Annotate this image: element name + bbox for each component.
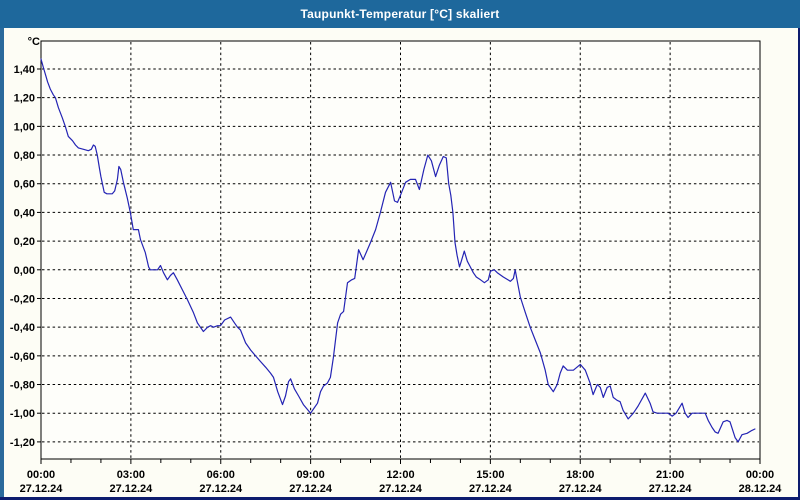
y-tick-label: 0,60 bbox=[14, 179, 35, 191]
x-tick-date-label: 27.12.24 bbox=[649, 483, 693, 495]
y-tick-label: 1,20 bbox=[14, 93, 35, 105]
x-tick-time-label: 18:00 bbox=[566, 469, 594, 481]
y-tick-label: -1,00 bbox=[10, 408, 35, 420]
x-tick-date-label: 27.12.24 bbox=[20, 483, 64, 495]
x-tick-date-label: 27.12.24 bbox=[199, 483, 243, 495]
y-tick-label: -0,60 bbox=[10, 351, 35, 363]
y-tick-label: -0,40 bbox=[10, 322, 35, 334]
y-tick-label: 1,40 bbox=[14, 64, 35, 76]
y-tick-label: 0,40 bbox=[14, 207, 35, 219]
y-tick-label: -0,20 bbox=[10, 293, 35, 305]
plot-frame bbox=[40, 40, 761, 460]
x-tick-time-label: 06:00 bbox=[207, 469, 235, 481]
x-tick-time-label: 21:00 bbox=[656, 469, 684, 481]
y-tick-label: 0,20 bbox=[14, 236, 35, 248]
y-tick-label: 0,00 bbox=[14, 265, 35, 277]
x-tick-time-label: 12:00 bbox=[386, 469, 414, 481]
x-tick-date-label: 27.12.24 bbox=[109, 483, 153, 495]
y-tick-label: 1,00 bbox=[14, 121, 35, 133]
x-tick-date-label: 27.12.24 bbox=[379, 483, 423, 495]
x-tick-time-label: 00:00 bbox=[746, 469, 774, 481]
x-tick-time-label: 00:00 bbox=[27, 469, 55, 481]
series-line bbox=[40, 58, 756, 443]
x-tick-time-label: 09:00 bbox=[297, 469, 325, 481]
x-tick-time-label: 03:00 bbox=[117, 469, 145, 481]
y-axis-unit-label: °C bbox=[27, 36, 40, 48]
y-tick-label: -1,20 bbox=[10, 437, 35, 449]
window-title: Taupunkt-Temperatur [°C] skaliert bbox=[300, 7, 500, 21]
title-bar: Taupunkt-Temperatur [°C] skaliert bbox=[0, 0, 800, 28]
y-tick-label: 0,80 bbox=[14, 150, 35, 162]
x-tick-date-label: 28.12.24 bbox=[739, 483, 783, 495]
x-tick-date-label: 27.12.24 bbox=[469, 483, 513, 495]
y-tick-label: -0,80 bbox=[10, 380, 35, 392]
window-border-bottom bbox=[0, 497, 800, 500]
window-border-left bbox=[0, 28, 4, 500]
x-tick-time-label: 15:00 bbox=[476, 469, 504, 481]
x-tick-date-label: 27.12.24 bbox=[559, 483, 603, 495]
window-border-right bbox=[798, 28, 800, 500]
x-tick-date-label: 27.12.24 bbox=[289, 483, 333, 495]
